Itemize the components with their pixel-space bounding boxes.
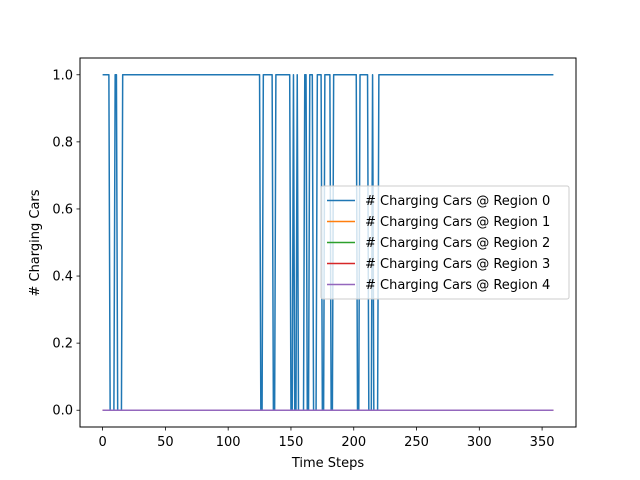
y-axis-label: # Charging Cars <box>28 189 43 296</box>
x-tick-label: 50 <box>157 435 174 450</box>
x-tick-label: 300 <box>467 435 492 450</box>
x-tick-label: 100 <box>216 435 241 450</box>
ticks-layer: 0 50 100 150 200 250 300 350 0.0 0.2 0.4 0.6 0.8 1.0 <box>52 68 554 450</box>
y-tick-label: 0.2 <box>52 337 73 352</box>
x-tick-label: 350 <box>530 435 555 450</box>
series-layer <box>102 74 554 411</box>
y-tick-label: 0.6 <box>52 202 73 217</box>
y-tick-label: 0.4 <box>52 270 73 285</box>
x-tick-label: 0 <box>98 435 106 450</box>
x-axis-label: Time Steps <box>291 456 365 471</box>
x-tick-label: 200 <box>341 435 366 450</box>
series-line-region-0 <box>102 74 554 411</box>
x-tick-label: 250 <box>404 435 429 450</box>
legend-label-region-1: # Charging Cars @ Region 1 <box>365 215 550 230</box>
legend-label-region-0: # Charging Cars @ Region 0 <box>365 194 550 209</box>
y-tick-label: 0.8 <box>52 135 73 150</box>
legend-label-region-2: # Charging Cars @ Region 2 <box>365 236 550 251</box>
legend-label-region-4: # Charging Cars @ Region 4 <box>365 278 550 293</box>
legend: # Charging Cars @ Region 0 # Charging Car… <box>320 185 570 300</box>
legend-box <box>320 185 570 300</box>
y-tick-label: 1.0 <box>52 68 73 83</box>
x-tick-label: 150 <box>279 435 304 450</box>
y-tick-label: 0.0 <box>52 404 73 419</box>
legend-label-region-3: # Charging Cars @ Region 3 <box>365 257 550 272</box>
plot-frame <box>79 57 577 428</box>
